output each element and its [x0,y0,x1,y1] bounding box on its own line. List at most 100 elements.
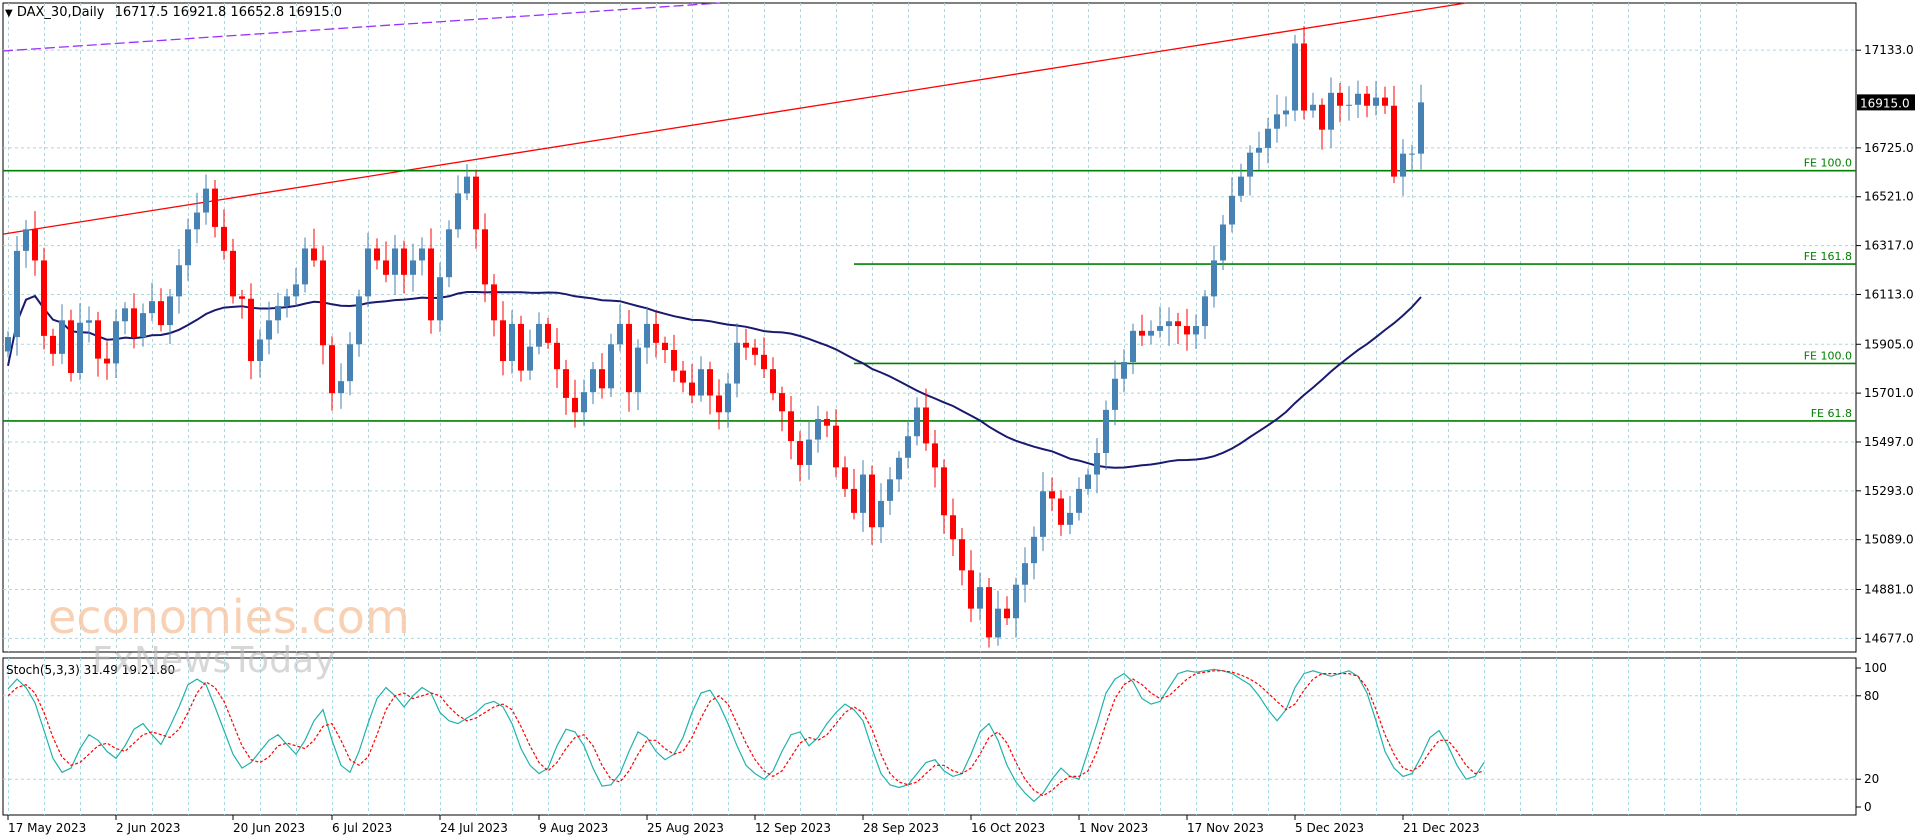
candle-body [230,250,236,297]
candle-body [329,345,335,394]
candle-body [5,337,11,352]
candle-body [1085,474,1091,489]
candle-body [671,350,677,371]
y-tick-label: 16317.0 [1864,239,1914,253]
x-tick-label: 5 Dec 2023 [1295,821,1364,835]
candle-body [1391,105,1397,177]
candle-body [1049,491,1055,499]
candle-body [617,323,623,345]
candle-body [968,570,974,609]
candle-body [77,322,83,374]
x-tick-label: 1 Nov 2023 [1079,821,1148,835]
x-tick-label: 16 Oct 2023 [971,821,1045,835]
candle-body [608,344,614,389]
candle-body [1076,488,1082,513]
candle-body [1364,93,1370,106]
candle-body [914,407,920,437]
candle-body [1004,608,1010,619]
candle-body [473,176,479,230]
candle-body [932,443,938,468]
candle-body [428,248,434,321]
candle-body [1310,104,1316,111]
candle-body [680,370,686,383]
x-tick-label: 20 Jun 2023 [233,821,305,835]
last-price-box [1857,94,1915,111]
fe-level-label: FE 161.8 [1804,250,1852,263]
y-tick-label: 17133.0 [1864,43,1914,57]
y-tick-label: 15905.0 [1864,337,1914,351]
candle-body [419,248,425,261]
candle-body [878,500,884,528]
candle-body [545,323,551,343]
candle-body [1157,326,1163,331]
x-tick-label: 24 Jul 2023 [440,821,508,835]
candle-body [1301,43,1307,111]
ohlc-values: 16717.5 16921.8 16652.8 16915.0 [114,5,343,20]
candle-body [464,176,470,194]
candle-body [59,320,65,354]
fe-level-label: FE 100.0 [1804,349,1852,362]
x-tick-label: 17 May 2023 [8,821,86,835]
symbol-title: DAX_30,Daily [16,5,105,20]
candle-body [50,335,56,354]
candle-body [959,539,965,571]
candle-body [1220,224,1226,261]
x-tick-label: 12 Sep 2023 [755,821,831,835]
candle-body [1184,326,1190,335]
candle-body [707,369,713,396]
candle-body [1040,491,1046,537]
candle-body [563,369,569,398]
candle-body [1256,147,1262,153]
candle-body [1031,536,1037,564]
x-tick-label: 17 Nov 2023 [1187,821,1264,835]
x-tick-label: 25 Aug 2023 [647,821,724,835]
candle-body [221,226,227,251]
x-tick-label: 21 Dec 2023 [1403,821,1480,835]
y-tick-label: 14881.0 [1864,582,1914,596]
fe-level-label: FE 61.8 [1811,407,1852,420]
candle-body [194,212,200,230]
candle-body [725,383,731,413]
y-tick-label: 15701.0 [1864,386,1914,400]
candle-body [833,425,839,468]
moving-average-line [7,291,1422,469]
candle-body [176,265,182,297]
x-tick-label: 28 Sep 2023 [863,821,939,835]
candle-body [455,193,461,230]
candle-body [797,441,803,465]
candle-body [527,346,533,371]
candle-body [1418,102,1424,154]
candle-body [1346,104,1352,106]
menu-arrow-icon[interactable]: ▼ [5,8,13,19]
candle-body [383,260,389,275]
y-tick-label: 15497.0 [1864,435,1914,449]
candle-body [1265,128,1271,148]
candle-body [1121,361,1127,379]
candle-body [779,393,785,412]
fe-level-label: FE 100.0 [1804,157,1852,170]
candle-body [905,436,911,458]
candle-body [689,382,695,396]
candle-body [347,344,353,382]
candle-body [518,323,524,371]
candle-body [1283,110,1289,115]
candle-body [572,397,578,413]
candle-body [1175,321,1181,327]
candle-body [95,320,101,359]
stoch-main-line [7,668,1485,803]
candle-body [1067,512,1073,525]
candle-body [1355,93,1361,105]
candle-body [437,277,443,321]
candle-body [824,418,830,426]
candle-body [284,296,290,306]
candle-body [923,407,929,444]
candle-body [635,347,641,393]
candle-body [158,301,164,326]
candle-body [212,188,218,227]
purple-trend-line [2,2,721,52]
candle-body [887,479,893,501]
candle-body [1373,97,1379,106]
candle-body [500,320,506,362]
candle-body [149,301,155,314]
candle-body [239,296,245,299]
